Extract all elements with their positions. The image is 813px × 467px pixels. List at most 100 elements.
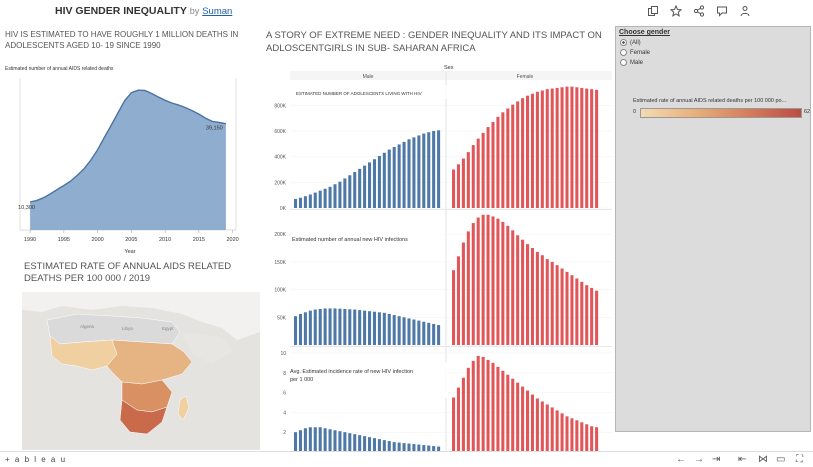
male-bar[interactable] [437, 446, 441, 452]
female-bar[interactable] [535, 251, 539, 345]
male-bar[interactable] [328, 429, 332, 452]
male-bar[interactable] [343, 308, 347, 345]
female-bar[interactable] [570, 86, 574, 208]
female-bar[interactable] [491, 362, 495, 452]
male-bar[interactable] [397, 316, 401, 345]
female-bar[interactable] [511, 104, 515, 208]
male-bar[interactable] [392, 147, 396, 208]
male-bar[interactable] [333, 184, 337, 208]
female-bar[interactable] [595, 427, 599, 452]
male-bar[interactable] [348, 309, 352, 345]
male-bar[interactable] [427, 132, 431, 208]
female-bar[interactable] [540, 90, 544, 208]
male-bar[interactable] [298, 430, 302, 452]
female-bar[interactable] [550, 261, 554, 346]
female-bar[interactable] [590, 89, 594, 208]
male-bar[interactable] [382, 312, 386, 345]
male-bar[interactable] [372, 311, 376, 345]
female-bar[interactable] [565, 416, 569, 452]
revert-icon[interactable]: ⇥ [712, 454, 721, 465]
male-bar[interactable] [338, 181, 342, 208]
female-bar[interactable] [506, 225, 510, 345]
female-bar[interactable] [540, 401, 544, 452]
female-bar[interactable] [585, 285, 589, 345]
male-bar[interactable] [363, 310, 367, 345]
female-bar[interactable] [555, 87, 559, 208]
female-bar[interactable] [545, 259, 549, 345]
male-bar[interactable] [318, 190, 322, 208]
radio-male[interactable] [620, 59, 627, 66]
male-bar[interactable] [368, 162, 372, 208]
male-bar[interactable] [303, 196, 307, 208]
female-bar[interactable] [461, 158, 465, 208]
male-bar[interactable] [402, 141, 406, 208]
radio-female[interactable] [620, 49, 627, 56]
female-bar[interactable] [452, 169, 456, 208]
male-bar[interactable] [432, 323, 436, 345]
female-bar[interactable] [481, 214, 485, 345]
female-bar[interactable] [590, 426, 594, 452]
female-bar[interactable] [471, 360, 475, 452]
female-bar[interactable] [461, 242, 465, 345]
female-bar[interactable] [575, 278, 579, 346]
female-bar[interactable] [516, 101, 520, 208]
female-bar[interactable] [506, 108, 510, 208]
male-bar[interactable] [313, 427, 317, 452]
female-bar[interactable] [516, 235, 520, 345]
pause-icon[interactable]: ⇤ [738, 454, 747, 465]
female-bar[interactable] [595, 290, 599, 345]
female-bar[interactable] [452, 270, 456, 345]
fullscreen-icon[interactable]: ⛶ [796, 454, 803, 465]
female-bar[interactable] [521, 386, 525, 452]
author-link[interactable]: Suman [202, 6, 233, 17]
male-bar[interactable] [402, 443, 406, 452]
female-bar[interactable] [496, 218, 500, 345]
male-bar[interactable] [392, 442, 396, 452]
female-bar[interactable] [521, 239, 525, 345]
madagascar-region[interactable] [177, 395, 190, 421]
male-bar[interactable] [412, 137, 416, 208]
male-bar[interactable] [422, 321, 426, 345]
male-bar[interactable] [358, 168, 362, 208]
male-bar[interactable] [318, 308, 322, 345]
male-bar[interactable] [397, 442, 401, 452]
female-bar[interactable] [545, 404, 549, 452]
female-bar[interactable] [580, 87, 584, 208]
male-bar[interactable] [308, 310, 312, 345]
female-bar[interactable] [476, 355, 480, 452]
duplicate-icon[interactable] [647, 5, 659, 17]
female-bar[interactable] [570, 275, 574, 345]
female-bar[interactable] [486, 359, 490, 452]
female-bar[interactable] [526, 244, 530, 345]
people-icon[interactable] [739, 5, 751, 17]
male-bar[interactable] [427, 445, 431, 452]
male-bar[interactable] [377, 155, 381, 208]
female-bar[interactable] [516, 382, 520, 452]
male-bar[interactable] [382, 440, 386, 452]
share-icon[interactable]: ⋈ [758, 454, 768, 465]
male-bar[interactable] [402, 317, 406, 345]
female-bar[interactable] [585, 88, 589, 208]
male-bar[interactable] [417, 320, 421, 345]
female-bar[interactable] [476, 138, 480, 208]
female-bar[interactable] [565, 271, 569, 345]
male-bar[interactable] [412, 319, 416, 345]
undo-icon[interactable]: ← [676, 454, 686, 465]
female-bar[interactable] [452, 397, 456, 452]
female-bar[interactable] [481, 132, 485, 208]
male-bar[interactable] [358, 435, 362, 452]
female-bar[interactable] [486, 214, 490, 345]
female-bar[interactable] [456, 387, 460, 452]
male-bar[interactable] [333, 308, 337, 345]
female-bar[interactable] [555, 265, 559, 345]
female-bar[interactable] [471, 145, 475, 208]
redo-icon[interactable]: → [694, 454, 704, 465]
central-africa-region[interactable] [106, 339, 193, 385]
female-bar[interactable] [466, 152, 470, 208]
male-bar[interactable] [328, 308, 332, 345]
female-bar[interactable] [545, 89, 549, 208]
female-bar[interactable] [501, 221, 505, 345]
male-bar[interactable] [422, 445, 426, 452]
male-bar[interactable] [294, 432, 298, 452]
female-bar[interactable] [526, 95, 530, 208]
